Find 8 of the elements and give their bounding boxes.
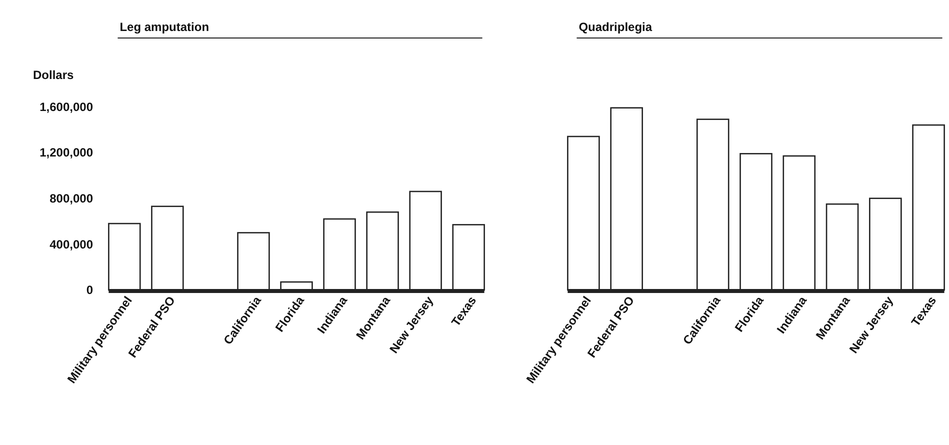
y-tick-label: 800,000 bbox=[50, 192, 94, 206]
y-tick-label: 400,000 bbox=[50, 237, 94, 252]
y-tick-label: 0 bbox=[86, 283, 94, 298]
chart-title: Quadriplegia bbox=[578, 20, 652, 34]
chart-title: Leg amputation bbox=[120, 20, 210, 34]
y-tick-label: 1,600,000 bbox=[40, 100, 94, 114]
y-axis-title: Dollars bbox=[33, 68, 74, 82]
y-tick-label: 1,200,000 bbox=[40, 146, 94, 160]
